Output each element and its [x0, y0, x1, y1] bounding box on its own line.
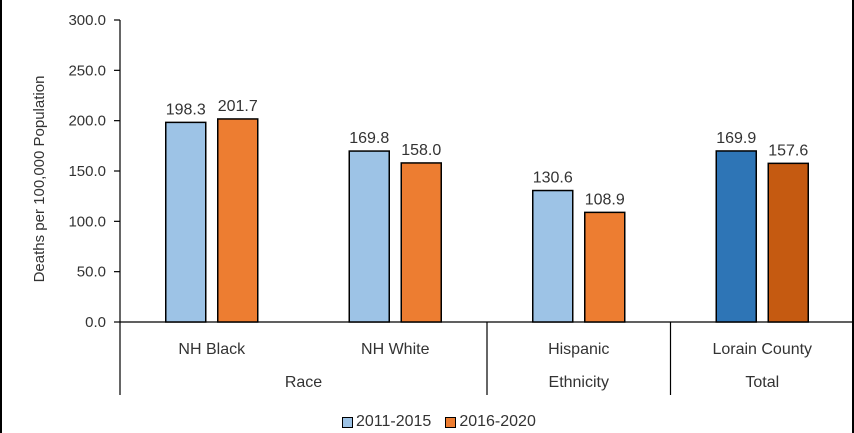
y-axis-title: Deaths per 100,000 Population: [31, 76, 48, 283]
y-tick-label: 100.0: [68, 213, 106, 230]
category-label: NH White: [361, 341, 430, 358]
data-label: 108.9: [585, 191, 625, 208]
bar-1-nh-white: [348, 150, 390, 323]
data-label: 198.3: [166, 101, 206, 118]
bar-1-lorain-county: [715, 150, 757, 323]
data-label: 201.7: [218, 98, 258, 115]
y-tick-label: 300.0: [68, 12, 106, 29]
legend-swatch-series-1: [342, 416, 353, 428]
data-label: 169.8: [349, 130, 389, 147]
legend: 2011-2015 2016-2020: [342, 412, 536, 432]
y-tick-label: 50.0: [77, 264, 106, 281]
group-label: Total: [745, 374, 779, 391]
bar-2-lorain-county: [767, 162, 809, 323]
bar-2-nh-black: [217, 118, 259, 323]
legend-item-series-1: 2011-2015: [342, 413, 431, 431]
group-label: Race: [285, 374, 322, 391]
category-label: Hispanic: [548, 341, 609, 358]
y-tick-label: 250.0: [68, 62, 106, 79]
legend-label-series-1: 2011-2015: [356, 413, 432, 430]
bar-2-hispanic: [584, 211, 626, 323]
legend-item-series-2: 2016-2020: [445, 413, 536, 431]
legend-label-series-2: 2016-2020: [459, 413, 536, 430]
data-label: 158.0: [401, 142, 441, 159]
category-label: NH Black: [178, 341, 246, 358]
group-label: Ethnicity: [549, 374, 609, 391]
y-tick-label: 0.0: [85, 314, 106, 331]
legend-swatch-series-2: [445, 416, 457, 428]
category-label: Lorain County: [712, 341, 812, 358]
bar-2-nh-white: [400, 162, 442, 323]
data-label: 130.6: [533, 170, 573, 187]
data-label: 157.6: [768, 142, 808, 159]
bar-1-nh-black: [165, 121, 207, 323]
bar-1-hispanic: [532, 189, 574, 323]
data-label: 169.9: [716, 130, 756, 147]
y-tick-label: 150.0: [68, 163, 106, 180]
y-tick-label: 200.0: [68, 113, 106, 130]
